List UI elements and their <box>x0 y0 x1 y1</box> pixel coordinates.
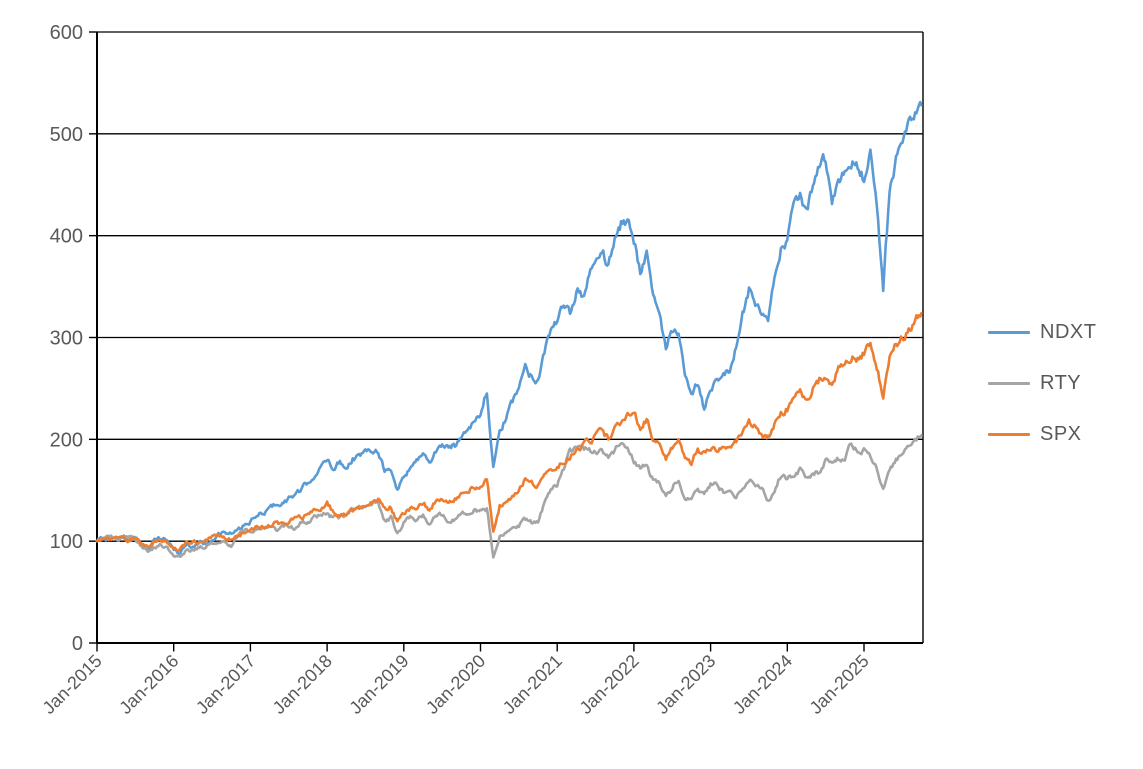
x-tick-label: Jan-2024 <box>729 651 796 718</box>
legend-item-spx: SPX <box>988 422 1096 446</box>
x-tick-label: Jan-2022 <box>576 651 643 718</box>
x-tick-label: Jan-2021 <box>499 651 566 718</box>
x-tick-label: Jan-2020 <box>422 651 489 718</box>
legend-line-spx <box>988 432 1030 436</box>
legend-line-ndxt <box>988 330 1030 334</box>
x-tick-label: Jan-2017 <box>192 651 259 718</box>
series-line-rty <box>95 433 923 559</box>
y-tick-label: 600 <box>50 22 83 44</box>
y-tick-label: 200 <box>50 429 83 451</box>
x-tick-label: Jan-2015 <box>39 651 106 718</box>
x-tick-label: Jan-2023 <box>652 651 719 718</box>
y-tick-label: 500 <box>50 124 83 146</box>
x-tick-label: Jan-2025 <box>806 651 873 718</box>
series-line-spx <box>95 311 923 553</box>
x-tick-label: Jan-2016 <box>115 651 182 718</box>
y-tick-label: 400 <box>50 226 83 248</box>
legend-item-rty: RTY <box>988 371 1096 395</box>
y-tick-label: 300 <box>50 328 83 350</box>
series-line-ndxt <box>95 100 923 555</box>
x-tick-label: Jan-2019 <box>345 651 412 718</box>
legend-label-rty: RTY <box>1040 371 1082 394</box>
x-tick-label: Jan-2018 <box>269 651 336 718</box>
y-tick-label: 100 <box>50 531 83 553</box>
legend-item-ndxt: NDXT <box>988 320 1096 344</box>
legend-line-rty <box>988 381 1030 385</box>
legend-label-ndxt: NDXT <box>1040 320 1097 343</box>
legend: NDXT RTY SPX <box>988 320 1096 446</box>
y-tick-label: 0 <box>72 633 83 655</box>
legend-label-spx: SPX <box>1040 422 1082 445</box>
